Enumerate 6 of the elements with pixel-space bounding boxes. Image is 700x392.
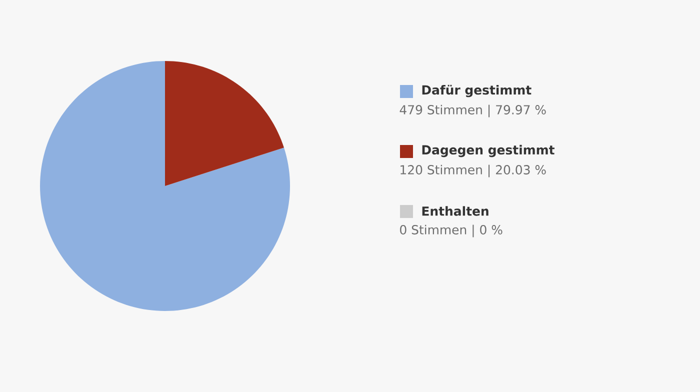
data-label: 479 Stimmen | 79.97 % — [400, 104, 546, 118]
text: 0 Stimmen | 0 % — [400, 224, 502, 238]
legend-label: Dagegen gestimmt — [422, 144, 554, 158]
legend-label: Dafür gestimmt — [422, 84, 532, 98]
legend-label: Enthalten — [422, 206, 488, 216]
data-label: 120 Stimmen | 20.03 % — [400, 164, 546, 178]
